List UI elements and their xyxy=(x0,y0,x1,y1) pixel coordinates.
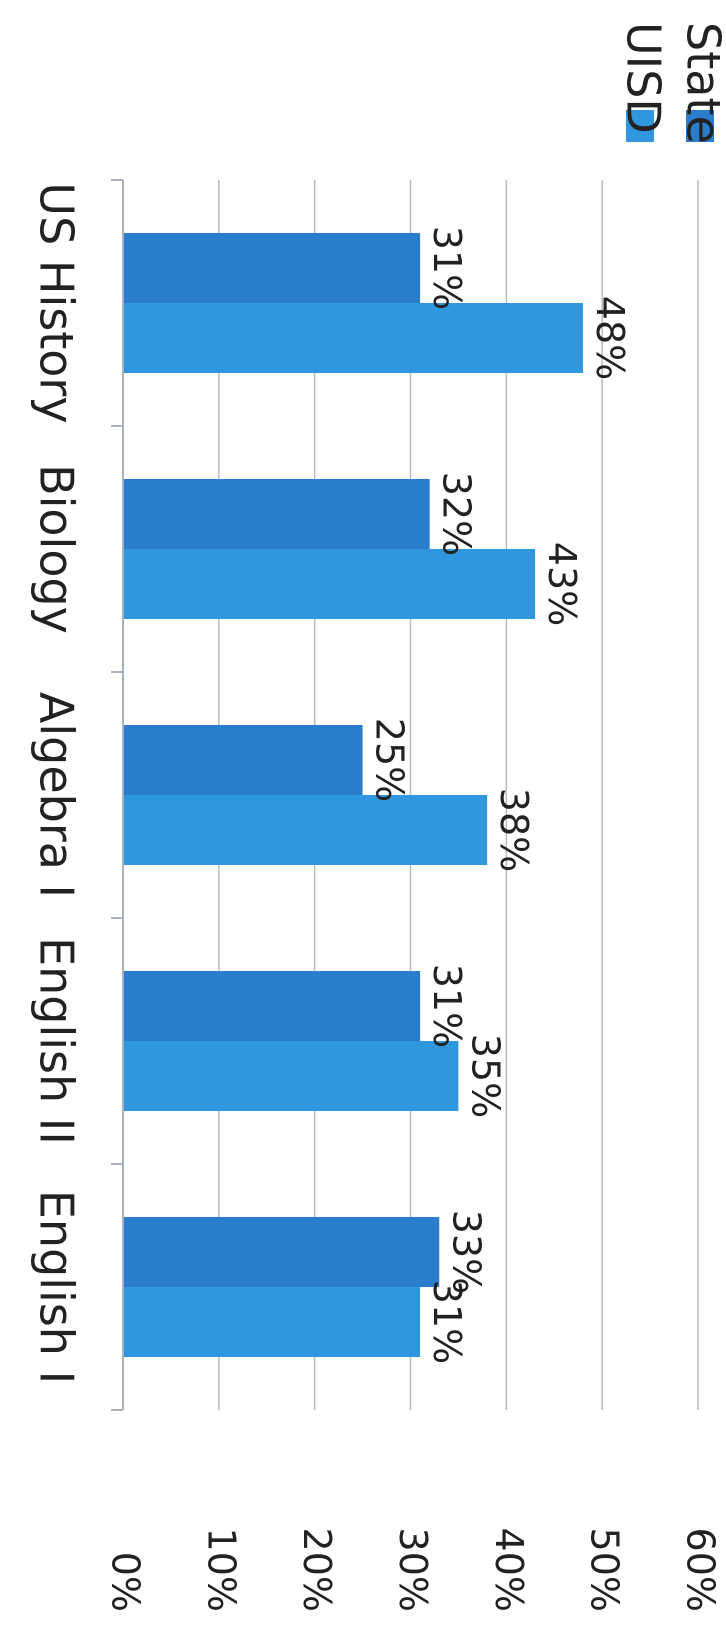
data-label-uisd-algebra-i: 38% xyxy=(492,788,536,872)
category-label-algebra-i: Algebra I xyxy=(30,692,84,898)
legend-swatch-state xyxy=(686,110,714,142)
category-label-english-ii: English II xyxy=(30,937,84,1145)
category-axis xyxy=(111,179,124,1411)
data-label-uisd-english-ii: 35% xyxy=(463,1034,507,1118)
tick-label: 20% xyxy=(295,1528,339,1612)
category-label-biology: Biology xyxy=(30,464,84,634)
legend-label-state: State xyxy=(677,22,726,144)
tick-label: 0% xyxy=(104,1552,148,1612)
value-axis-ticks: 0% 10% 20% 30% 40% 50% 60% xyxy=(104,1528,723,1612)
bar-uisd-algebra-i xyxy=(123,795,488,865)
bar-state-english-i xyxy=(123,1217,440,1287)
tick-label: 60% xyxy=(679,1528,723,1612)
tick-label: 40% xyxy=(487,1528,531,1612)
tick-label: 30% xyxy=(391,1528,435,1612)
bar-state-us-history xyxy=(123,233,421,303)
data-label-uisd-biology: 43% xyxy=(540,542,584,626)
data-label-state-us-history: 31% xyxy=(425,226,469,310)
bar-state-english-ii xyxy=(123,971,421,1041)
data-label-uisd-english-i: 31% xyxy=(425,1280,469,1364)
data-label-state-biology: 32% xyxy=(435,472,479,556)
data-labels: 31%33%35%31%38%25%43%32%48%31% xyxy=(368,226,632,1364)
legend-label-uisd: UISD xyxy=(617,22,671,134)
bar-uisd-us-history xyxy=(123,303,583,373)
data-label-state-algebra-i: 25% xyxy=(368,718,412,802)
data-label-state-english-i: 33% xyxy=(444,1210,488,1294)
legend-swatch-uisd xyxy=(626,110,654,142)
bar-state-algebra-i xyxy=(123,725,363,795)
bars xyxy=(122,233,583,1357)
bar-uisd-english-i xyxy=(123,1287,421,1357)
category-label-english-i: English I xyxy=(30,1190,84,1384)
bar-uisd-english-ii xyxy=(123,1041,459,1111)
bar-uisd-biology xyxy=(122,549,536,619)
tick-label: 10% xyxy=(199,1528,243,1612)
bar-state-biology xyxy=(123,479,430,549)
category-labels: English I English II Algebra I Biology US Hi… xyxy=(30,182,84,1384)
data-label-uisd-us-history: 48% xyxy=(588,296,632,380)
data-label-state-english-ii: 31% xyxy=(425,964,469,1048)
category-label-us-history: US History xyxy=(30,182,84,423)
rotated-chart-area: 31%33%35%31%38%25%43%32%48%31% 0% 10% 20% 3… xyxy=(30,22,726,1612)
legend: UISD State xyxy=(617,22,726,144)
tick-label: 50% xyxy=(583,1528,627,1612)
